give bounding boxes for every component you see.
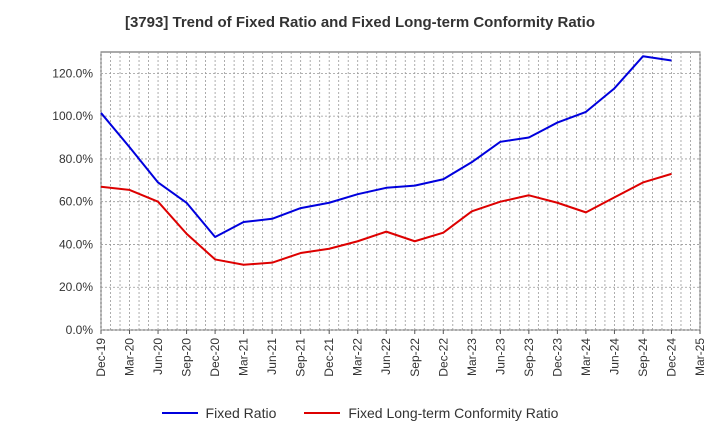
x-tick-label: Mar-24 [579,338,593,376]
chart-title: [3793] Trend of Fixed Ratio and Fixed Lo… [124,14,596,31]
legend-swatch [304,412,341,414]
series-layer [100,55,672,266]
x-tick-label: Jun-20 [151,338,165,375]
y-tick-label: 60.0% [59,195,93,209]
legend-item: Fixed Ratio [161,405,277,421]
x-tick-label: Mar-21 [237,338,251,376]
x-tick-label: Sep-24 [636,338,650,377]
x-tick-label: Sep-23 [522,338,536,377]
x-tick-label: Sep-21 [294,338,308,377]
x-tick-label: Mar-20 [123,338,137,376]
legend-label: Fixed Long-term Conformity Ratio [348,405,559,421]
x-tick-label: Dec-20 [208,338,222,377]
x-tick-label: Mar-25 [693,338,707,376]
axis-layer: 0.0% 20.0% 40.0% 60.0% 80.0% 100.0% 120.0% Dec-… [52,66,707,376]
legend-swatch [161,412,198,414]
y-tick-label: 40.0% [59,237,93,251]
x-tick-label: Jun-23 [493,338,507,375]
x-tick-label: Dec-22 [436,338,450,377]
x-tick-label: Dec-24 [664,338,678,377]
legend-label: Fixed Ratio [205,405,277,421]
legend: Fixed Ratio Fixed Long-term Conformity Ra… [0,405,720,421]
series-line-2 [100,172,672,266]
series-line-1 [100,55,672,238]
x-tick-label: Dec-19 [94,338,108,377]
y-tick-label: 80.0% [59,152,93,166]
grid-layer [100,51,701,331]
x-tick-label: Dec-21 [322,338,336,377]
plot-area-frame [100,51,701,331]
legend-item: Fixed Long-term Conformity Ratio [304,405,558,421]
y-tick-label: 0.0% [66,323,94,337]
x-tick-label: Jun-21 [265,338,279,375]
x-tick-label: Dec-23 [550,338,564,377]
x-tick-label: Mar-23 [465,338,479,376]
y-tick-label: 20.0% [59,280,93,294]
y-tick-label: 120.0% [52,66,93,80]
x-tick-label: Sep-20 [180,338,194,377]
x-tick-label: Jun-24 [607,338,621,375]
y-tick-label: 100.0% [52,109,93,123]
x-tick-label: Mar-22 [351,338,365,376]
x-tick-label: Sep-22 [408,338,422,377]
x-tick-label: Jun-22 [379,338,393,375]
